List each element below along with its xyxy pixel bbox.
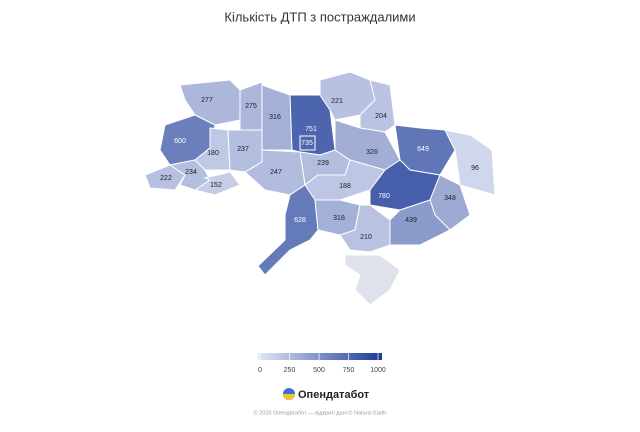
region-value-label: 277 [201, 97, 213, 104]
legend-tick-label: 0 [258, 367, 262, 374]
chart-title: Кількість ДТП з постраждалими [224, 9, 415, 24]
region-value-label: 210 [360, 234, 372, 241]
legend-tick-label: 1000 [370, 367, 386, 374]
region-value-label: 180 [207, 150, 219, 157]
region [339, 204, 391, 253]
region [144, 164, 186, 191]
regions: 277 275 316 751 735 221 204 600 180 237 239 326 649 9… [144, 71, 496, 306]
region-value-label: 348 [444, 195, 456, 202]
region [257, 184, 319, 276]
region-value-label: 751 [305, 126, 317, 133]
logo-icon-half [283, 394, 295, 400]
region [444, 129, 496, 196]
region-value-label: 735 [301, 140, 313, 147]
region-value-label: 316 [269, 114, 281, 121]
region-value-label: 275 [245, 103, 257, 110]
color-scale [258, 353, 382, 360]
region-value-label: 780 [378, 193, 390, 200]
legend-tick-label: 500 [313, 367, 325, 374]
region [244, 149, 306, 196]
region-value-label: 237 [237, 146, 249, 153]
legend-tick-label: 250 [284, 367, 296, 374]
region-value-label: 326 [366, 149, 378, 156]
footer: © 2020 Опендатабот — відкриті дані © Nat… [254, 409, 387, 416]
brand-name: Опендатабот [298, 389, 370, 401]
region-value-label: 439 [405, 217, 417, 224]
region [299, 135, 316, 151]
brand-logo: Опендатабот [283, 388, 370, 401]
region-value-label: 222 [160, 175, 172, 182]
crimea [344, 254, 401, 306]
region-value-label: 239 [317, 160, 329, 167]
legend-tick-label: 750 [343, 367, 355, 374]
region [193, 171, 241, 196]
region-value-label: 221 [331, 98, 343, 105]
legend: 0 250 500 750 1000 [258, 353, 386, 374]
region-value-label: 628 [294, 217, 306, 224]
region-value-label: 600 [174, 138, 186, 145]
region-value-label: 204 [375, 113, 387, 120]
region [261, 84, 293, 151]
region-value-label: 188 [339, 183, 351, 190]
region-value-label: 234 [185, 169, 197, 176]
region-value-label: 649 [417, 146, 429, 153]
region-value-label: 152 [210, 182, 222, 189]
region-value-label: 96 [471, 165, 479, 172]
region-value-label: 247 [270, 169, 282, 176]
region-value-label: 318 [333, 215, 345, 222]
region [179, 79, 241, 126]
